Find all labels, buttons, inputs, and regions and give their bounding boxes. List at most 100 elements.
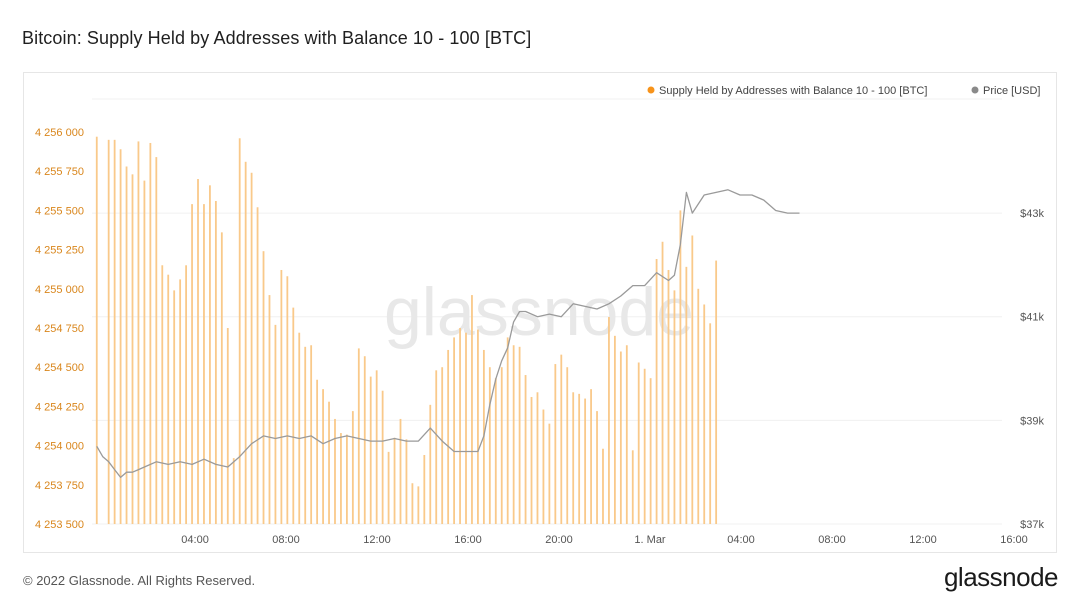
supply-bar <box>167 274 170 524</box>
supply-bar <box>238 138 241 524</box>
supply-bar <box>637 362 640 524</box>
supply-bar <box>578 393 581 524</box>
supply-bar <box>524 375 527 524</box>
x-tick-label: 16:00 <box>454 534 482 546</box>
supply-bar <box>596 411 598 524</box>
glassnode-logo[interactable]: glassnode <box>943 562 1059 592</box>
y-left-tick-label: 4 255 000 <box>35 284 84 296</box>
legend-label-supply[interactable]: Supply Held by Addresses with Balance 10… <box>659 85 927 97</box>
chart-title: Bitcoin: Supply Held by Addresses with B… <box>22 28 532 48</box>
supply-bar <box>155 157 158 524</box>
supply-bar <box>613 335 616 524</box>
supply-bar <box>459 328 461 524</box>
supply-bar <box>441 367 444 524</box>
y-left-tick-label: 4 254 750 <box>35 323 84 335</box>
supply-bar <box>197 179 199 524</box>
supply-bar <box>477 329 479 524</box>
supply-bar <box>179 279 182 524</box>
supply-bar <box>488 367 491 524</box>
supply-bar <box>357 348 360 524</box>
supply-bar <box>518 346 521 524</box>
x-tick-label: 16:00 <box>1000 534 1028 546</box>
supply-bar <box>566 367 569 524</box>
supply-bar <box>423 455 426 524</box>
supply-bar <box>191 204 193 525</box>
supply-bar <box>322 389 324 524</box>
supply-bar <box>113 139 116 524</box>
y-left-tick-label: 4 254 000 <box>35 441 84 453</box>
watermark: glassnode <box>384 274 694 350</box>
x-tick-label: 08:00 <box>818 534 846 546</box>
x-tick-label: 12:00 <box>909 534 937 546</box>
supply-bar <box>548 423 551 524</box>
supply-bar <box>232 458 235 524</box>
supply-bar <box>149 142 152 524</box>
y-left-tick-label: 4 255 250 <box>35 245 84 257</box>
supply-bar <box>95 136 98 525</box>
supply-bar <box>214 200 217 524</box>
supply-bar <box>530 396 533 524</box>
price-line <box>96 189 800 479</box>
supply-bar <box>703 304 706 524</box>
supply-bar <box>250 172 253 524</box>
supply-bar <box>137 141 140 524</box>
y-right-tick-label: $37k <box>1020 519 1044 531</box>
supply-bar <box>554 364 557 524</box>
y-left-tick-label: 4 255 500 <box>35 205 84 217</box>
supply-bar <box>220 232 223 525</box>
copyright-text: © 2022 Glassnode. All Rights Reserved. <box>23 573 256 588</box>
x-tick-label: 04:00 <box>727 534 755 546</box>
supply-bar <box>411 483 414 524</box>
y-left-tick-label: 4 253 500 <box>35 519 84 531</box>
supply-bar <box>286 276 289 524</box>
supply-bar <box>447 349 450 524</box>
supply-bar <box>691 235 694 524</box>
supply-bar <box>334 418 336 524</box>
supply-bar <box>506 337 509 524</box>
supply-bar <box>417 486 420 524</box>
supply-bar <box>203 204 205 525</box>
supply-bar <box>268 295 271 524</box>
supply-bar <box>304 346 307 524</box>
supply-bar <box>280 269 283 524</box>
supply-bar <box>542 409 545 524</box>
y-left-tick-label: 4 254 250 <box>35 401 84 413</box>
chart-legend[interactable]: Supply Held by Addresses with Balance 10… <box>647 85 1041 97</box>
y-left-tick-label: 4 254 500 <box>35 362 84 374</box>
supply-bar <box>453 337 455 524</box>
supply-bar <box>340 433 342 524</box>
price-line-group <box>96 189 800 479</box>
supply-bar <box>429 404 432 524</box>
supply-bar <box>316 379 319 524</box>
y-left-tick-label: 4 256 000 <box>35 127 84 139</box>
supply-bar <box>685 266 688 524</box>
supply-bar <box>369 376 372 524</box>
x-tick-label: 04:00 <box>181 534 209 546</box>
supply-bar <box>465 332 467 524</box>
supply-bar <box>602 448 604 524</box>
supply-bar <box>435 370 438 524</box>
legend-dot-supply <box>647 86 655 94</box>
supply-bar <box>298 332 301 524</box>
supply-bar <box>107 139 110 524</box>
supply-bar <box>292 307 295 524</box>
supply-bar <box>399 418 402 524</box>
supply-bar <box>494 378 497 524</box>
supply-bar <box>584 398 587 524</box>
supply-bar <box>256 207 259 525</box>
supply-bar <box>393 437 396 524</box>
legend-label-price[interactable]: Price [USD] <box>983 85 1040 97</box>
supply-bar <box>173 290 176 524</box>
supply-bar <box>125 166 128 524</box>
supply-bar <box>590 389 592 524</box>
supply-bar <box>328 401 330 524</box>
supply-bar <box>572 392 575 524</box>
supply-bar <box>619 351 622 524</box>
supply-bar <box>673 290 676 524</box>
supply-bar <box>679 210 682 524</box>
x-tick-label: 1. Mar <box>634 534 666 546</box>
supply-bar <box>560 354 563 524</box>
supply-bar <box>131 174 134 524</box>
supply-bar <box>471 295 473 524</box>
